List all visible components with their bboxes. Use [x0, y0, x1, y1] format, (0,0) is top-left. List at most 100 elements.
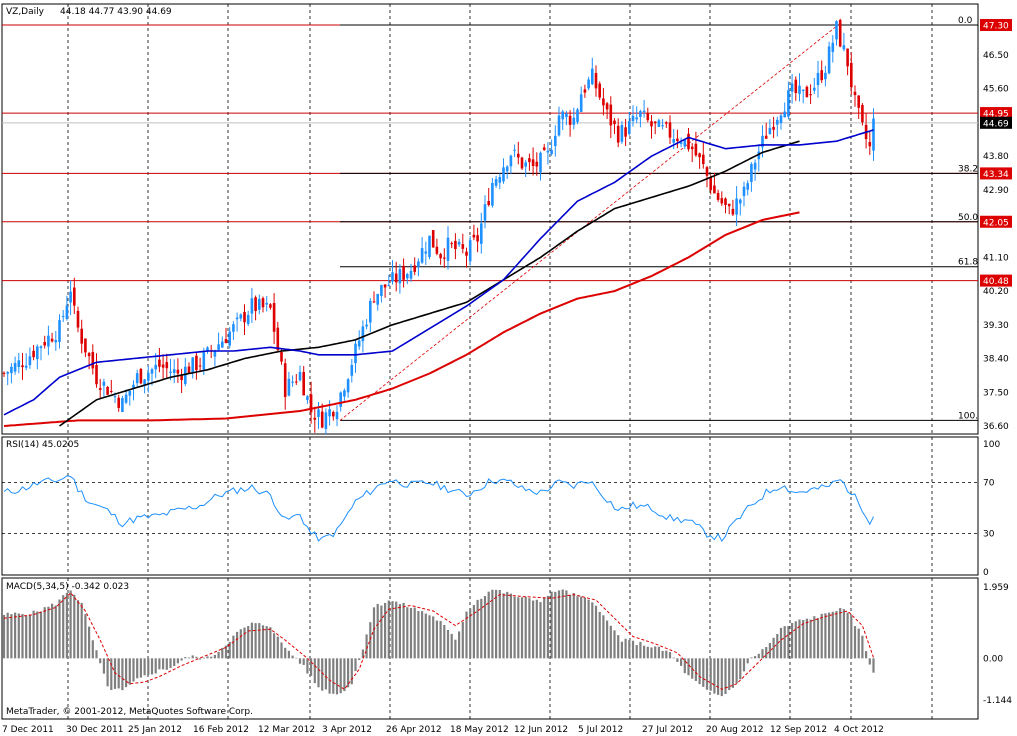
- macd-bar: [831, 611, 834, 659]
- candle: [254, 295, 257, 321]
- macd-bar: [247, 626, 250, 659]
- candle: [742, 181, 746, 207]
- moving-averages: [3, 129, 874, 427]
- macd-bar: [446, 629, 450, 659]
- macd-bar: [783, 626, 786, 659]
- candle: [369, 298, 372, 333]
- candle: [709, 174, 712, 195]
- candle: [102, 378, 106, 397]
- candle: [639, 109, 642, 128]
- candle: [831, 35, 835, 63]
- candle: [187, 362, 191, 374]
- macd-bar: [402, 602, 405, 659]
- candle: [132, 380, 135, 401]
- macd-bar: [805, 618, 808, 659]
- macd-bar: [742, 658, 746, 672]
- macd-bar: [125, 658, 128, 688]
- svg-text:40.48: 40.48: [983, 277, 1009, 287]
- macd-bar: [239, 629, 242, 659]
- candle: [291, 375, 294, 387]
- price-axis-label: 43.80: [983, 152, 1009, 162]
- macd-bar: [794, 621, 797, 659]
- macd-bar: [839, 608, 842, 659]
- rsi-axis-label: 70: [983, 478, 995, 488]
- candle: [480, 212, 483, 254]
- candle: [517, 141, 520, 165]
- macd-bar: [432, 616, 435, 659]
- candle: [387, 274, 391, 287]
- x-tick-label: 30 Dec 2011: [66, 725, 124, 735]
- candle: [235, 312, 239, 332]
- macd-bar: [713, 658, 716, 694]
- macd-bar: [828, 612, 831, 659]
- candle: [121, 395, 124, 413]
- x-tick-label: 5 Jul 2012: [578, 725, 623, 735]
- macd-bar: [284, 647, 287, 659]
- macd-bar: [483, 596, 487, 659]
- macd-bar: [539, 602, 542, 659]
- rsi-axis-label: 0: [983, 568, 989, 578]
- candle: [80, 319, 83, 354]
- macd-bar: [51, 603, 54, 659]
- fib-trend-line[interactable]: [339, 24, 839, 421]
- candle: [365, 319, 368, 330]
- macd-bar: [776, 633, 779, 659]
- svg-text:47.30: 47.30: [983, 22, 1009, 32]
- macd-bar: [498, 589, 501, 659]
- macd-bar: [387, 600, 390, 659]
- candle: [221, 336, 224, 348]
- candle: [687, 127, 690, 152]
- x-tick-label: 25 Jan 2012: [128, 725, 182, 735]
- candle: [613, 118, 616, 135]
- candle: [402, 258, 405, 288]
- macd-bar: [602, 615, 605, 659]
- candle: [117, 394, 120, 412]
- macd-bar: [728, 658, 731, 691]
- x-tick-label: 16 Feb 2012: [193, 725, 249, 735]
- candle: [764, 122, 768, 139]
- candle: [842, 32, 846, 52]
- macd-bar: [295, 657, 298, 659]
- candle: [787, 81, 790, 120]
- macd-bar: [350, 658, 353, 685]
- macd-bar: [528, 598, 531, 659]
- macd-bar: [750, 657, 753, 659]
- macd-bar: [28, 614, 31, 659]
- candle: [868, 131, 872, 155]
- macd-bar: [502, 593, 505, 659]
- macd-bar: [154, 658, 157, 674]
- candle: [568, 110, 572, 137]
- macd-bar: [557, 590, 561, 659]
- rsi-axis-label: 100: [983, 440, 1000, 450]
- macd-bar: [650, 647, 653, 659]
- macd-bar: [435, 620, 438, 659]
- candle: [557, 106, 561, 137]
- fib-level-label: 0.0: [958, 16, 973, 26]
- x-tick-label: 12 Mar 2012: [258, 725, 315, 735]
- macd-bar: [132, 658, 135, 682]
- candle: [302, 366, 305, 396]
- candle: [383, 284, 387, 298]
- x-tick-label: 4 Oct 2012: [834, 725, 884, 735]
- macd-bar: [339, 658, 342, 694]
- macd-bar: [739, 658, 742, 680]
- candle: [861, 103, 864, 126]
- candle: [472, 224, 476, 241]
- macd-bar: [631, 640, 635, 659]
- macd-bar: [424, 613, 427, 659]
- candle: [661, 119, 664, 130]
- candle: [36, 344, 39, 370]
- macd-bar: [398, 604, 401, 659]
- macd-bar: [36, 611, 39, 659]
- candle: [513, 144, 516, 158]
- macd-bar: [43, 607, 46, 659]
- macd-bar: [421, 611, 424, 659]
- macd-bar: [661, 650, 664, 659]
- candle: [17, 352, 21, 374]
- macd-bar: [343, 658, 346, 692]
- candle: [446, 226, 450, 270]
- macd-bar: [384, 602, 387, 659]
- x-tick-label: 7 Dec 2011: [2, 725, 54, 735]
- candle: [483, 195, 487, 229]
